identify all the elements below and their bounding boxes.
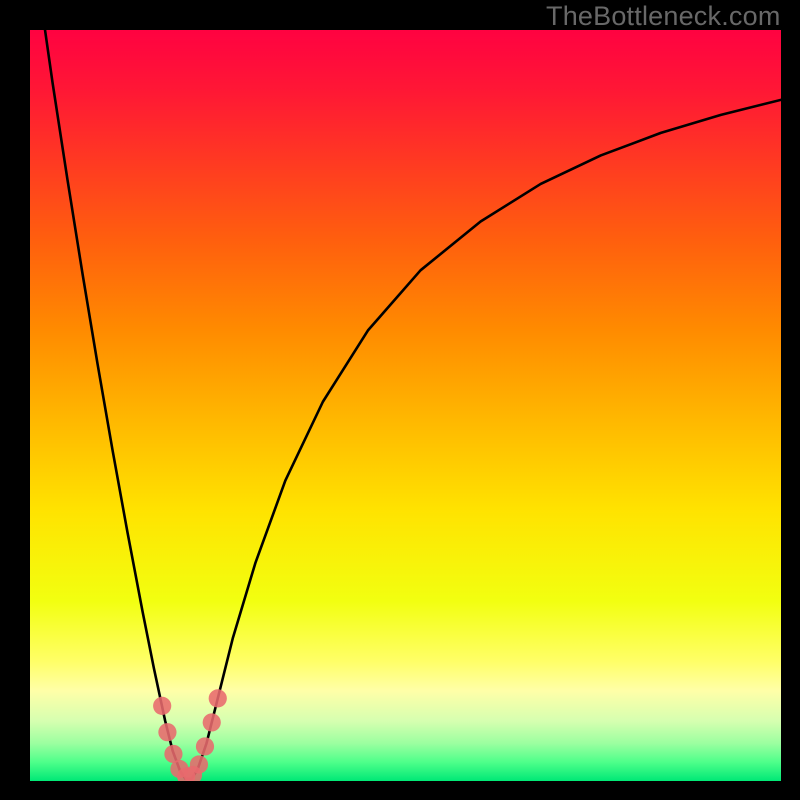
highlight-marker	[190, 755, 208, 773]
watermark-text: TheBottleneck.com	[546, 1, 781, 32]
highlight-marker	[203, 713, 221, 731]
highlight-marker	[153, 697, 171, 715]
highlight-marker	[209, 689, 227, 707]
plot-area	[30, 30, 781, 781]
highlight-marker	[158, 723, 176, 741]
chart-svg	[30, 30, 781, 781]
gradient-background	[30, 30, 781, 781]
highlight-marker	[196, 737, 214, 755]
